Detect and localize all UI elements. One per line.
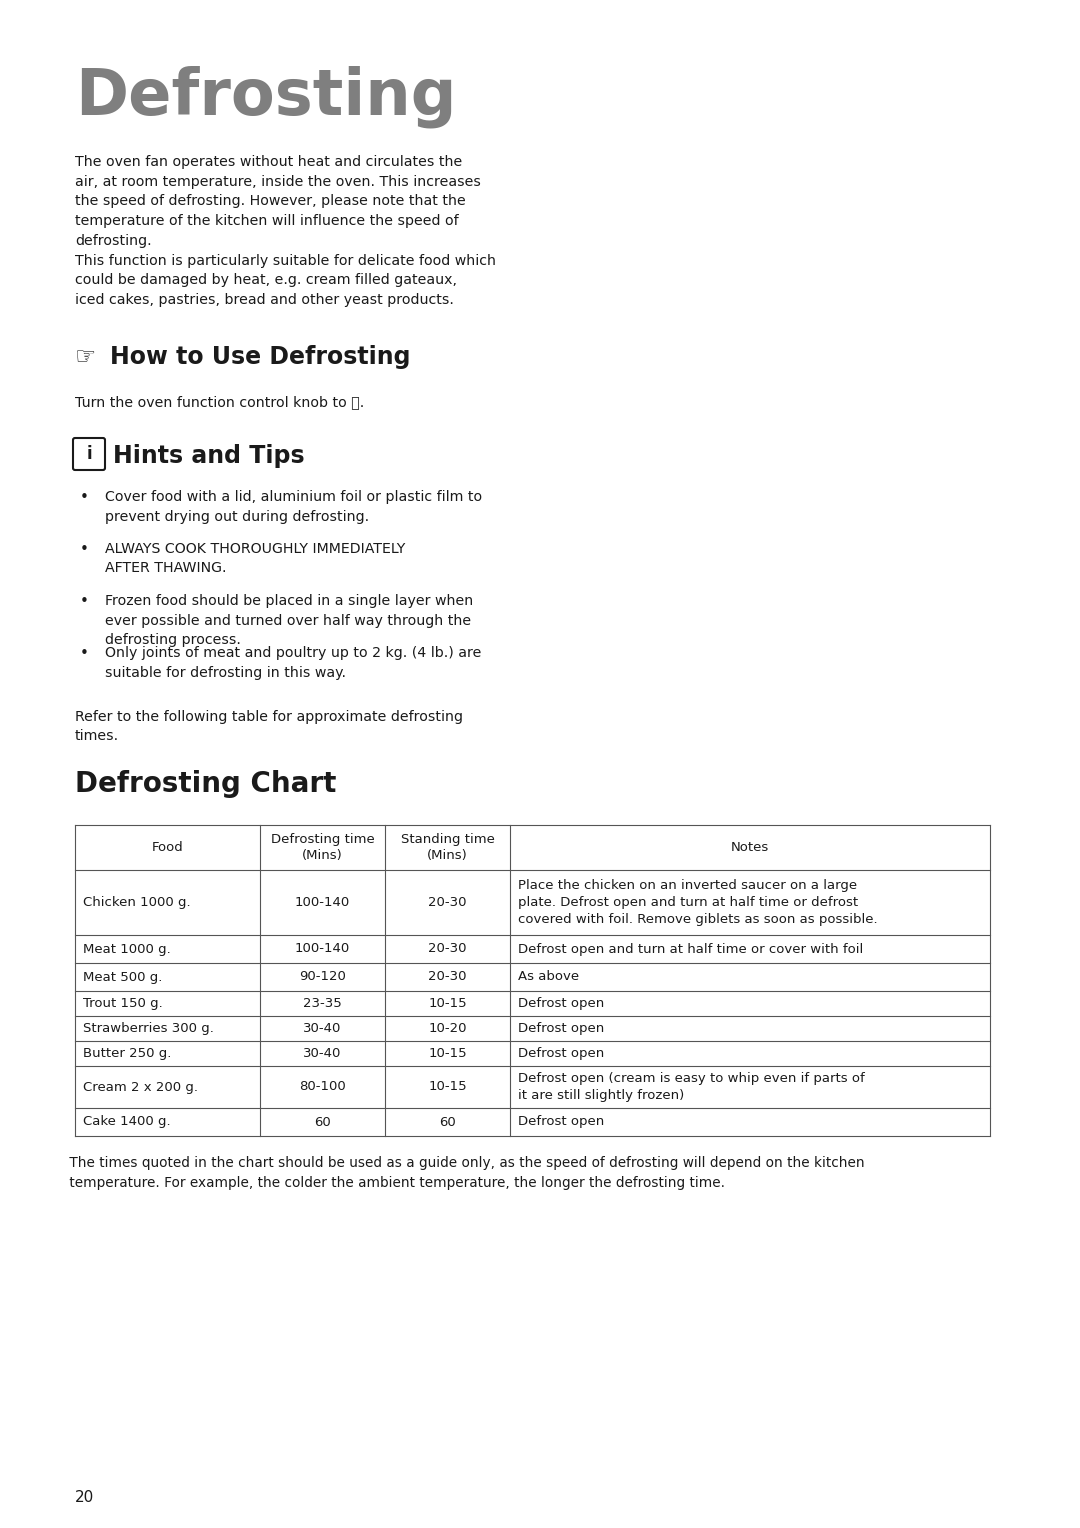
Text: Defrost open: Defrost open [518,1115,604,1129]
Text: ☞: ☞ [75,345,96,368]
Text: 10-20: 10-20 [429,1022,467,1034]
Text: 20-30: 20-30 [429,895,467,909]
Text: Cake 1400 g.: Cake 1400 g. [83,1115,171,1129]
Text: •: • [80,490,89,504]
Text: Defrost open (cream is easy to whip even if parts of
it are still slightly froze: Defrost open (cream is easy to whip even… [518,1073,865,1102]
Text: Defrost open and turn at half time or cover with foil: Defrost open and turn at half time or co… [518,943,863,955]
Text: i: i [86,445,92,463]
Text: Defrosting time
(Mins): Defrosting time (Mins) [271,833,375,862]
Text: 20-30: 20-30 [429,943,467,955]
Text: Defrost open: Defrost open [518,996,604,1010]
Text: Place the chicken on an inverted saucer on a large
plate. Defrost open and turn : Place the chicken on an inverted saucer … [518,879,878,926]
Text: How to Use Defrosting: How to Use Defrosting [110,345,410,368]
Text: Trout 150 g.: Trout 150 g. [83,996,163,1010]
Text: As above: As above [518,970,579,984]
Text: 100-140: 100-140 [295,943,350,955]
Text: Frozen food should be placed in a single layer when
ever possible and turned ove: Frozen food should be placed in a single… [105,594,473,646]
Text: Defrosting Chart: Defrosting Chart [75,770,336,798]
Text: 10-15: 10-15 [428,996,467,1010]
Text: 20: 20 [75,1490,94,1505]
Text: 100-140: 100-140 [295,895,350,909]
Text: 23-35: 23-35 [303,996,342,1010]
Text: Notes: Notes [731,840,769,854]
Text: 80-100: 80-100 [299,1080,346,1094]
Text: 20-30: 20-30 [429,970,467,984]
Text: The times quoted in the chart should be used as a guide only, as the speed of de: The times quoted in the chart should be … [65,1157,865,1189]
Text: Defrosting: Defrosting [75,66,457,127]
Text: 90-120: 90-120 [299,970,346,984]
Text: The oven fan operates without heat and circulates the
air, at room temperature, : The oven fan operates without heat and c… [75,154,496,307]
Text: 10-15: 10-15 [428,1047,467,1060]
Text: Refer to the following table for approximate defrosting
times.: Refer to the following table for approxi… [75,711,463,744]
Text: Strawberries 300 g.: Strawberries 300 g. [83,1022,214,1034]
Text: Only joints of meat and poultry up to 2 kg. (4 lb.) are
suitable for defrosting : Only joints of meat and poultry up to 2 … [105,646,482,680]
Text: •: • [80,594,89,610]
Text: ALWAYS COOK THOROUGHLY IMMEDIATELY
AFTER THAWING.: ALWAYS COOK THOROUGHLY IMMEDIATELY AFTER… [105,542,405,576]
Text: Standing time
(Mins): Standing time (Mins) [401,833,495,862]
Text: Chicken 1000 g.: Chicken 1000 g. [83,895,191,909]
Text: 60: 60 [314,1115,330,1129]
Text: Meat 500 g.: Meat 500 g. [83,970,162,984]
Text: Cream 2 x 200 g.: Cream 2 x 200 g. [83,1080,198,1094]
Text: 30-40: 30-40 [303,1047,341,1060]
Text: Defrost open: Defrost open [518,1047,604,1060]
Text: Cover food with a lid, aluminium foil or plastic film to
prevent drying out duri: Cover food with a lid, aluminium foil or… [105,490,482,524]
Text: Butter 250 g.: Butter 250 g. [83,1047,172,1060]
Text: 60: 60 [440,1115,456,1129]
Text: 10-15: 10-15 [428,1080,467,1094]
Text: Meat 1000 g.: Meat 1000 g. [83,943,171,955]
Text: Hints and Tips: Hints and Tips [113,445,305,468]
Text: •: • [80,542,89,558]
Text: Food: Food [151,840,184,854]
Text: Turn the oven function control knob to Ⓣ.: Turn the oven function control knob to Ⓣ… [75,396,364,410]
FancyBboxPatch shape [73,439,105,471]
Text: 30-40: 30-40 [303,1022,341,1034]
Text: •: • [80,646,89,662]
Text: Defrost open: Defrost open [518,1022,604,1034]
